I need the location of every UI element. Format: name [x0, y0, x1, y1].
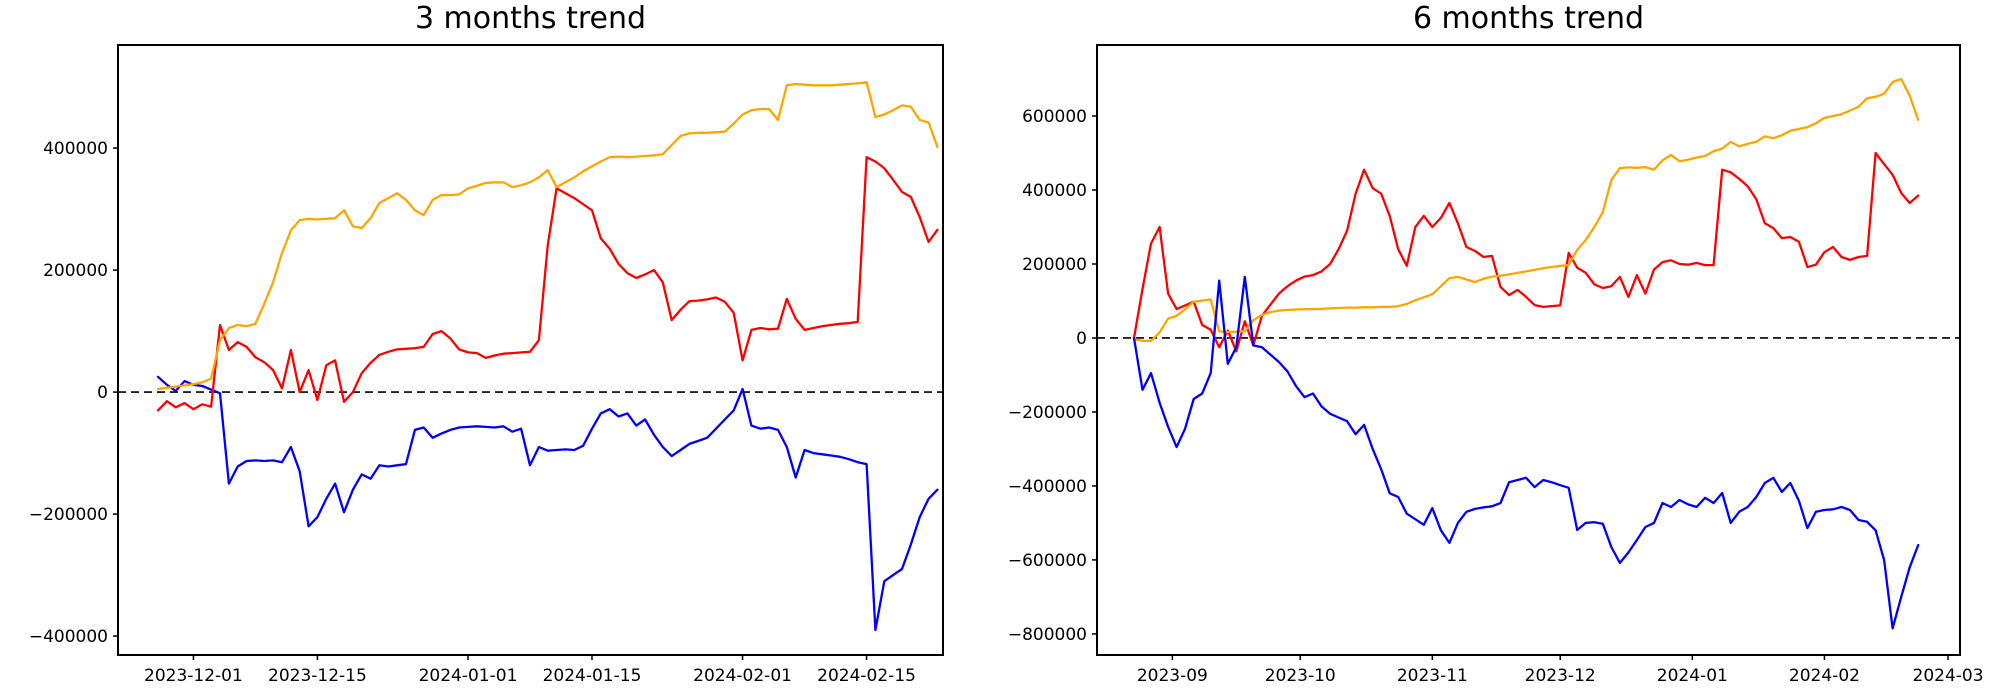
- svg-text:2023-11: 2023-11: [1397, 666, 1468, 686]
- svg-text:2023-12-01: 2023-12-01: [144, 666, 243, 686]
- svg-text:200000: 200000: [1022, 255, 1087, 275]
- svg-text:400000: 400000: [43, 139, 108, 159]
- svg-text:2023-10: 2023-10: [1265, 666, 1336, 686]
- svg-text:−200000: −200000: [1008, 403, 1087, 423]
- svg-text:2024-01-15: 2024-01-15: [543, 666, 642, 686]
- svg-text:−600000: −600000: [1008, 551, 1087, 571]
- svg-text:2024-02: 2024-02: [1789, 666, 1860, 686]
- svg-text:200000: 200000: [43, 261, 108, 281]
- svg-text:2023-12: 2023-12: [1525, 666, 1596, 686]
- svg-text:2023-12-15: 2023-12-15: [268, 666, 367, 686]
- svg-text:2024-02-15: 2024-02-15: [817, 666, 916, 686]
- svg-text:2023-09: 2023-09: [1137, 666, 1208, 686]
- svg-text:−800000: −800000: [1008, 625, 1087, 645]
- svg-text:2024-02-01: 2024-02-01: [693, 666, 792, 686]
- svg-text:2024-01-01: 2024-01-01: [419, 666, 518, 686]
- chart-title-3-months: 3 months trend: [414, 1, 647, 36]
- svg-text:0: 0: [1076, 329, 1087, 349]
- svg-text:0: 0: [97, 383, 108, 403]
- svg-text:600000: 600000: [1022, 107, 1087, 127]
- svg-text:−400000: −400000: [29, 627, 108, 647]
- svg-text:−400000: −400000: [1008, 477, 1087, 497]
- svg-text:−200000: −200000: [29, 505, 108, 525]
- svg-text:2024-01: 2024-01: [1657, 666, 1728, 686]
- svg-text:400000: 400000: [1022, 181, 1087, 201]
- chart-title-6-months: 6 months trend: [1412, 1, 1645, 36]
- svg-text:2024-03: 2024-03: [1913, 666, 1984, 686]
